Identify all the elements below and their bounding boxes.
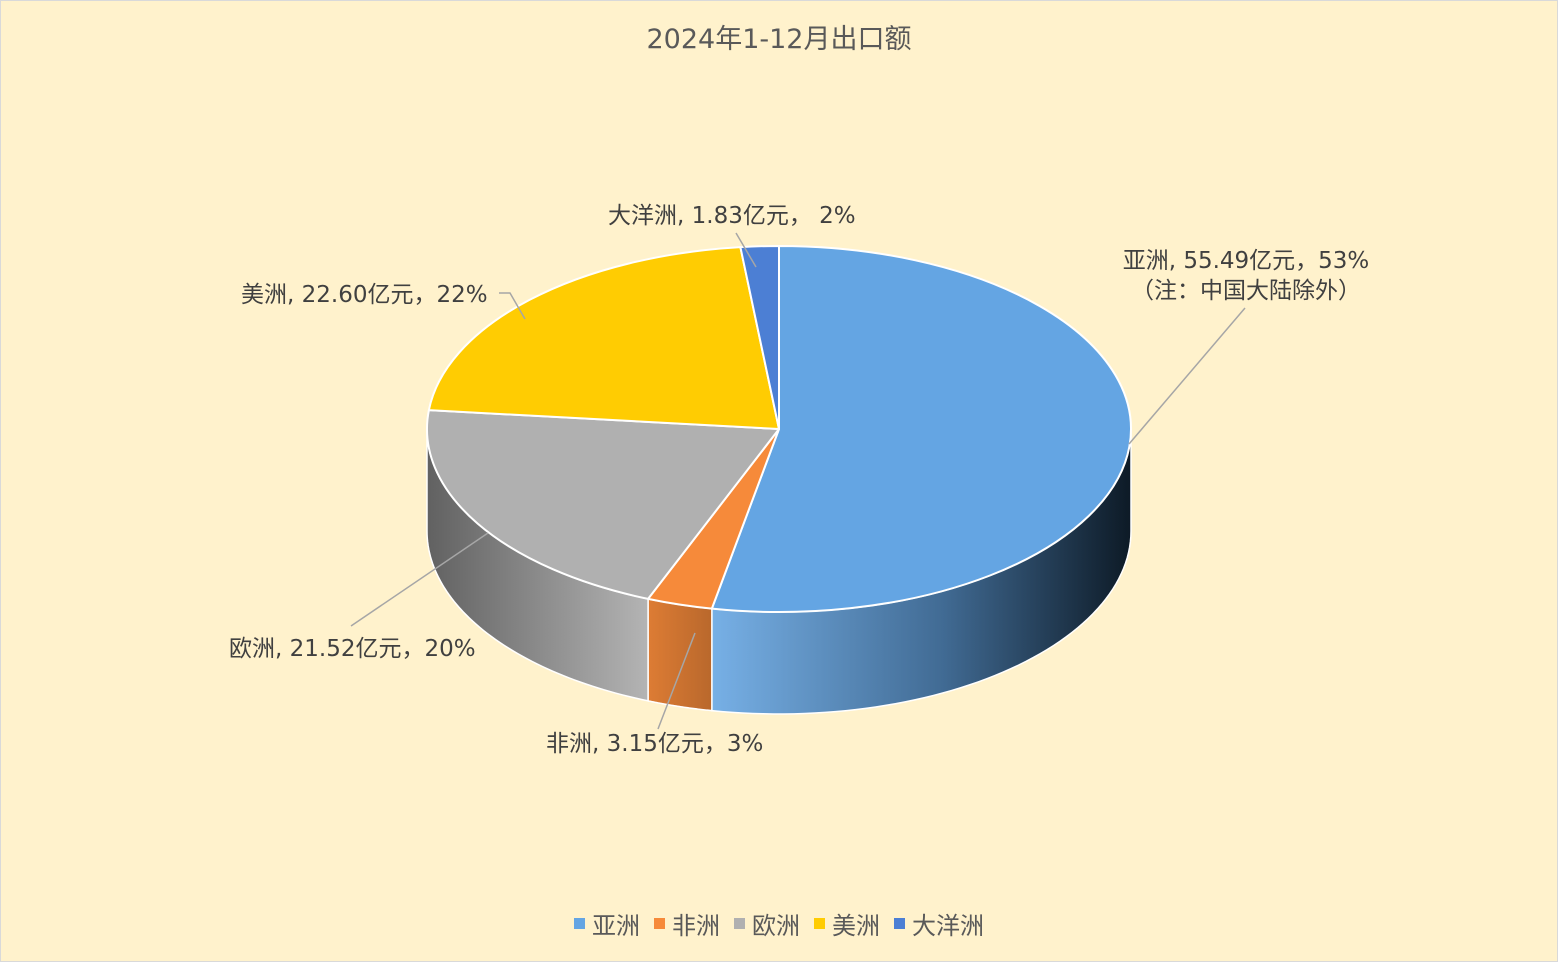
- legend: 亚洲 非洲 欧洲 美洲 大洋洲: [1, 906, 1557, 941]
- legend-swatch-europe: [734, 918, 745, 929]
- leader-line-asia: [1128, 307, 1246, 445]
- legend-label-oceania: 大洋洲: [912, 912, 984, 940]
- legend-item-africa: 非洲: [654, 906, 720, 941]
- legend-item-asia: 亚洲: [574, 906, 640, 941]
- leader-line-americas: [499, 292, 526, 320]
- legend-label-americas: 美洲: [832, 912, 880, 940]
- legend-swatch-asia: [574, 918, 585, 929]
- legend-swatch-africa: [654, 918, 665, 929]
- pie-slice-americas: [427, 246, 780, 430]
- legend-item-americas: 美洲: [814, 906, 880, 941]
- pie-slice-europe: [426, 409, 780, 600]
- legend-label-europe: 欧洲: [752, 912, 800, 940]
- data-label-note-asia: （注：中国大陆除外）: [1131, 278, 1361, 304]
- data-label-oceania: 大洋洲, 1.83亿元， 2%: [608, 203, 856, 229]
- chart-title: 2024年1-12月出口额: [646, 24, 912, 55]
- data-label-africa: 非洲, 3.15亿元，3%: [546, 731, 763, 757]
- legend-swatch-oceania: [894, 918, 905, 929]
- data-label-asia: 亚洲, 55.49亿元，53%: [1123, 248, 1370, 274]
- pie-side-africa: [647, 597, 713, 712]
- leader-line-oceania: [735, 232, 757, 268]
- pie-slice-oceania: [739, 244, 780, 430]
- legend-label-africa: 非洲: [672, 912, 720, 940]
- pie-slice-asia: [710, 245, 1132, 613]
- data-label-americas: 美洲, 22.60亿元，22%: [241, 282, 488, 308]
- legend-swatch-americas: [814, 918, 825, 929]
- legend-item-oceania: 大洋洲: [894, 906, 984, 941]
- leader-line-africa: [657, 632, 696, 730]
- legend-item-europe: 欧洲: [734, 906, 800, 941]
- leader-line-europe: [350, 532, 489, 627]
- legend-label-asia: 亚洲: [592, 912, 640, 940]
- data-label-europe: 欧洲, 21.52亿元，20%: [229, 636, 476, 662]
